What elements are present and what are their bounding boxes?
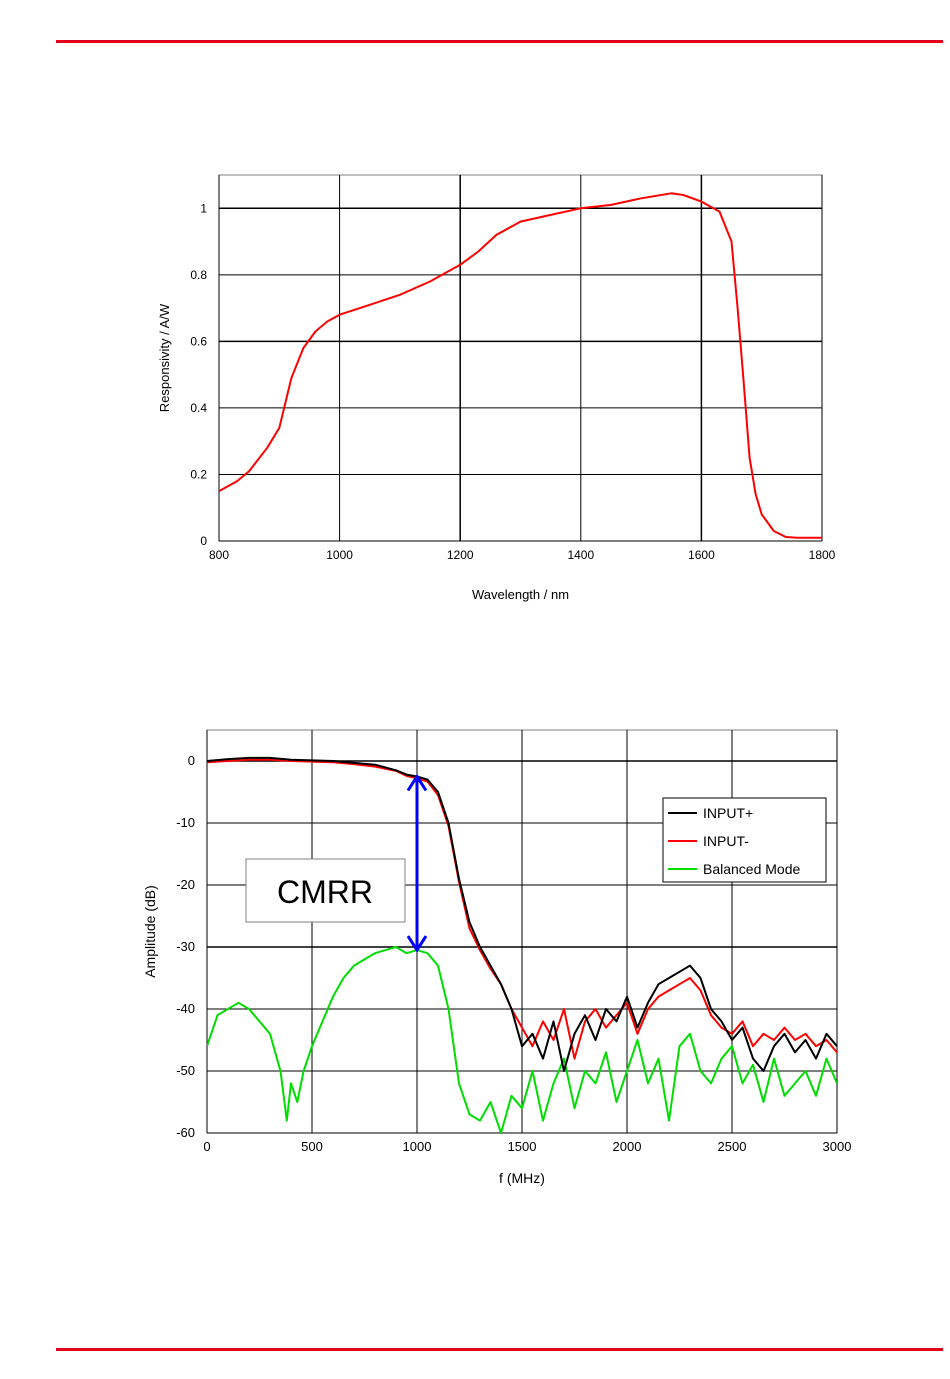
series-line-1 <box>219 192 822 539</box>
bottom-red-rule <box>56 1348 943 1351</box>
x-axis-label: Wavelength / nm <box>472 587 569 602</box>
cmrr-label-box <box>245 858 406 923</box>
chart-2 <box>206 729 838 1134</box>
cmrr-label: CMRR <box>277 874 373 910</box>
x-tick-label: 500 <box>301 1139 323 1154</box>
series-line-balanced-mode <box>207 946 837 1133</box>
chart-1 <box>218 174 823 542</box>
series-line-input- <box>207 756 837 1072</box>
x-axis-label: f (MHz) <box>499 1170 545 1186</box>
x-tick-label: 800 <box>209 548 229 562</box>
y-tick-label: 0.4 <box>190 401 207 415</box>
x-tick-label: 1500 <box>508 1139 537 1154</box>
x-tick-label: 0 <box>203 1139 210 1154</box>
x-tick-label: 2000 <box>613 1139 642 1154</box>
y-tick-label: -40 <box>176 1001 195 1016</box>
y-tick-label: -10 <box>176 815 195 830</box>
y-tick-label: -20 <box>176 877 195 892</box>
y-tick-label: 0.8 <box>190 268 207 282</box>
series-line-input- <box>207 758 837 1060</box>
y-tick-label: 1 <box>200 201 207 215</box>
x-tick-label: 1600 <box>688 548 715 562</box>
y-tick-label: -60 <box>176 1125 195 1140</box>
x-tick-label: 1000 <box>326 548 353 562</box>
y-tick-label: -50 <box>176 1063 195 1078</box>
y-tick-label: 0 <box>200 534 207 548</box>
y-tick-label: 0.2 <box>190 467 207 481</box>
x-tick-label: 1800 <box>809 548 836 562</box>
legend-entry: Balanced Mode <box>703 861 801 877</box>
x-tick-label: 3000 <box>823 1139 852 1154</box>
y-axis-label: Amplitude (dB) <box>142 885 158 978</box>
y-axis-label: Responsivity / A/W <box>157 303 172 412</box>
cmrr-arrow-head-up <box>406 773 428 792</box>
legend-entry: INPUT+ <box>703 805 753 821</box>
x-tick-label: 1200 <box>447 548 474 562</box>
top-red-rule <box>56 40 943 43</box>
x-tick-label: 1000 <box>403 1139 432 1154</box>
plot-area <box>218 174 823 542</box>
x-tick-label: 1400 <box>567 548 594 562</box>
legend-entry: INPUT- <box>703 833 749 849</box>
cmrr-arrow-head-down <box>406 935 428 953</box>
y-tick-label: 0 <box>188 753 195 768</box>
y-tick-label: 0.6 <box>190 334 207 348</box>
y-tick-label: -30 <box>176 939 195 954</box>
x-tick-label: 2500 <box>718 1139 747 1154</box>
